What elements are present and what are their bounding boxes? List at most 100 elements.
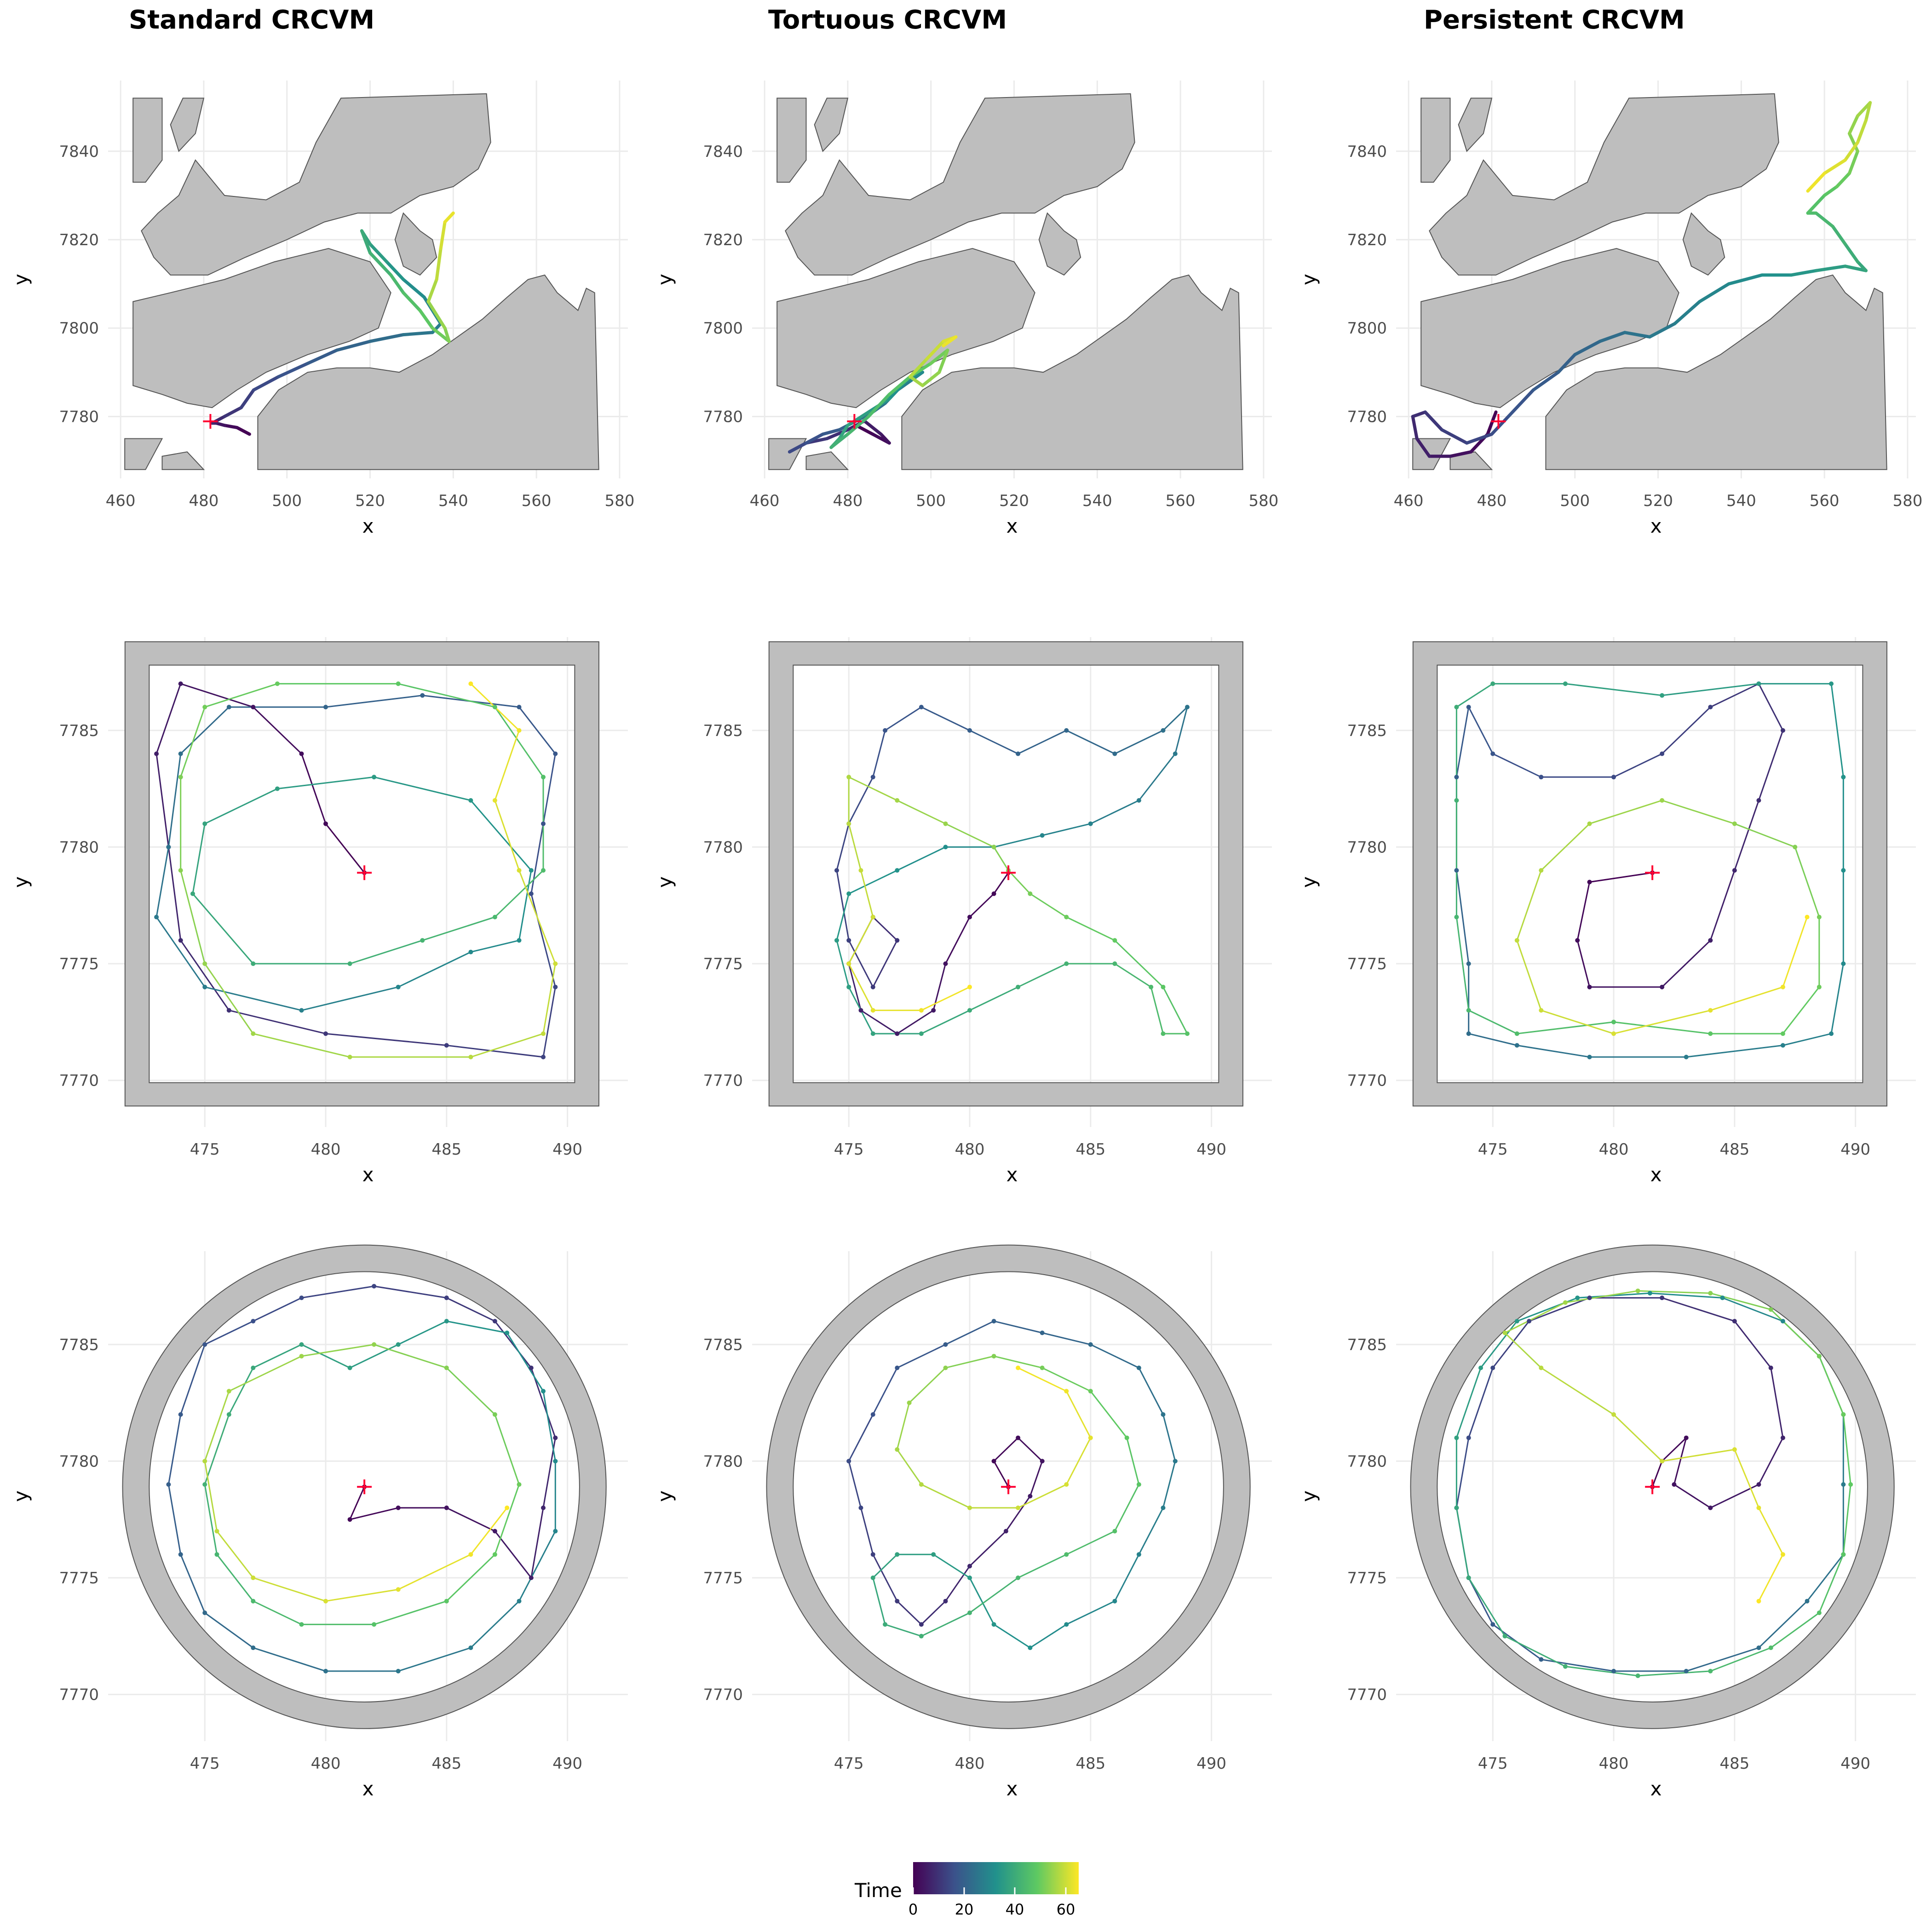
- y-tick-label: 7785: [703, 722, 743, 740]
- track-segment: [301, 1344, 375, 1357]
- track-point: [492, 705, 497, 710]
- track-point: [1502, 1633, 1507, 1639]
- y-tick-label: 7785: [59, 722, 99, 740]
- track-point: [895, 798, 900, 803]
- track-segment: [1528, 1297, 1590, 1322]
- track-segment: [301, 1344, 351, 1369]
- track-point: [323, 1031, 328, 1036]
- y-axis-label: y: [1298, 876, 1320, 888]
- track-point: [943, 961, 948, 966]
- track-segment: [1589, 872, 1653, 883]
- track-segment: [1492, 1320, 1530, 1369]
- track-point: [468, 949, 473, 954]
- x-tick-label: 560: [522, 492, 552, 510]
- track-segment: [1114, 730, 1164, 755]
- x-tick-label: 490: [1196, 1140, 1226, 1159]
- x-axis-label: x: [1006, 1163, 1018, 1186]
- track-segment: [969, 1530, 1007, 1567]
- track-segment: [1814, 264, 1847, 272]
- track-point: [1003, 1529, 1008, 1534]
- track-segment: [1162, 1414, 1176, 1462]
- track-point: [943, 821, 948, 826]
- track-point: [931, 1008, 936, 1013]
- track-segment: [335, 339, 372, 352]
- track-point: [190, 891, 195, 896]
- track-point: [396, 1505, 401, 1510]
- track-point: [202, 705, 207, 710]
- y-tick-label: 7780: [1347, 838, 1387, 857]
- track-point: [1028, 1645, 1033, 1650]
- y-axis-label: y: [654, 876, 676, 888]
- x-tick-label: 475: [1478, 1754, 1508, 1773]
- track-point: [1490, 1365, 1495, 1370]
- track-point: [541, 868, 546, 873]
- track-segment: [1480, 1320, 1518, 1369]
- track-segment: [252, 706, 302, 755]
- track-point: [1088, 1342, 1093, 1347]
- track-segment: [1455, 1437, 1470, 1509]
- track-point: [1490, 751, 1495, 756]
- track-segment: [1506, 388, 1535, 418]
- y-tick-label: 7770: [1347, 1072, 1387, 1090]
- track-segment: [542, 753, 556, 825]
- track-segment: [223, 406, 243, 418]
- track-point: [1647, 1291, 1652, 1296]
- track-point: [1136, 798, 1141, 803]
- track-point: [1587, 984, 1592, 989]
- track-segment: [805, 432, 825, 445]
- x-tick-label: 460: [750, 492, 780, 510]
- track-segment: [301, 753, 327, 825]
- y-tick-label: 7785: [59, 1336, 99, 1354]
- y-tick-label: 7780: [59, 408, 99, 426]
- track-point: [1563, 1664, 1568, 1669]
- track-point: [1817, 914, 1822, 920]
- track-segment: [192, 893, 254, 965]
- x-axis-label: x: [362, 1777, 374, 1800]
- track-segment: [1017, 730, 1067, 755]
- y-tick-label: 7780: [59, 838, 99, 857]
- track-segment: [494, 869, 544, 918]
- x-tick-label: 475: [190, 1140, 220, 1159]
- track-segment: [1758, 730, 1784, 801]
- track-segment: [1486, 410, 1498, 436]
- track-point: [883, 1622, 888, 1627]
- y-tick-label: 7770: [703, 1072, 743, 1090]
- track-segment: [1468, 1033, 1518, 1046]
- track-point: [323, 705, 328, 710]
- track-point: [943, 1365, 948, 1370]
- track-point: [1756, 798, 1761, 803]
- y-tick-label: 7820: [703, 231, 743, 249]
- track-point: [1684, 1668, 1689, 1673]
- track-segment: [192, 823, 206, 895]
- track-point: [895, 1552, 900, 1557]
- land-polygon: [1458, 98, 1493, 152]
- x-tick-label: 480: [955, 1140, 985, 1159]
- track-point: [1490, 681, 1495, 686]
- track-segment: [993, 1320, 1043, 1334]
- track-point: [1040, 1365, 1045, 1370]
- track-point: [870, 1412, 875, 1417]
- x-tick-label: 520: [1643, 492, 1673, 510]
- track-point: [166, 845, 171, 850]
- track-point: [919, 1031, 924, 1036]
- track-point: [1490, 1622, 1495, 1627]
- track-segment: [945, 916, 971, 965]
- track-segment: [1794, 846, 1820, 918]
- land-polygon: [1429, 93, 1779, 276]
- land-polygon: [132, 248, 391, 408]
- column-title-tortuous: Tortuous CRCVM: [768, 5, 1007, 35]
- track-segment: [1114, 1553, 1140, 1602]
- track-point: [444, 1598, 449, 1604]
- track-point: [1720, 1295, 1725, 1300]
- track-segment: [204, 1320, 254, 1346]
- track-point: [372, 1342, 377, 1347]
- track-point: [517, 938, 522, 943]
- track-segment: [228, 1009, 327, 1035]
- track-point: [1841, 1482, 1846, 1487]
- circle-boundary: [122, 1244, 607, 1729]
- y-tick-label: 7775: [1347, 1569, 1387, 1587]
- track-segment: [993, 872, 1009, 895]
- track-segment: [872, 939, 898, 988]
- track-point: [834, 868, 839, 873]
